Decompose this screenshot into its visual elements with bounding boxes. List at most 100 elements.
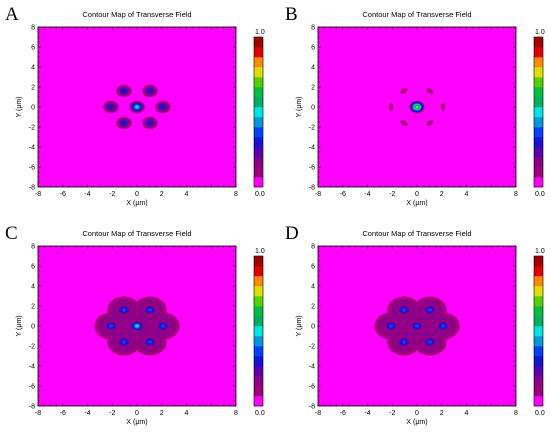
contour-field [94,296,180,356]
colorbar-swatch [534,296,543,307]
colorbar-swatch [254,286,263,297]
y-tick-label: -2 [29,344,35,351]
y-axis-label: Y (μm) [16,315,23,336]
y-axis-label: Y (μm) [296,315,303,336]
y-tick-label: -4 [29,364,35,371]
x-axis-label: X (μm) [406,419,427,426]
outer-core-contour [147,120,153,126]
y-tick-label: 8 [31,244,35,251]
colorbar-swatch [254,306,263,317]
colorbar-frame [253,255,264,407]
mode-lobe [388,103,394,111]
colorbar-swatch [534,117,543,128]
mode-lobe [426,88,434,94]
y-tick-label: 8 [31,25,35,32]
colorbar-swatch [534,137,543,148]
colorbar-swatch [534,336,543,347]
colorbar-swatch [254,77,263,88]
colorbar-swatch [534,376,543,387]
colorbar-swatch [534,67,543,78]
panel-letter: C [5,223,18,244]
colorbar-swatch [534,37,543,48]
y-tick-label: 8 [311,244,315,251]
x-axis-label: X (μm) [126,200,147,207]
x-tick-label: -4 [84,191,90,198]
colorbar-swatch [254,57,263,68]
colorbar-swatch [254,336,263,347]
y-tick-label: -8 [309,185,315,192]
central-core-contour [135,105,139,109]
x-axis-label: X (μm) [406,200,427,207]
outer-core-contour [108,324,114,328]
colorbar: 1.0 0.0 [253,248,265,417]
colorbar-min-label: 0.0 [535,191,545,198]
y-tick-label: 4 [311,284,315,291]
x-tick-label: 4 [465,410,469,417]
colorbar: 1.0 0.0 [253,29,265,198]
panel-a: A Contour Map of Transverse Field -8 -6 -4 -2… [5,4,265,207]
y-tick-label: 0 [311,324,315,331]
colorbar-swatch [254,147,263,158]
colorbar-swatch [254,127,263,138]
x-tick-label: -8 [35,191,41,198]
colorbar-swatch [534,107,543,118]
colorbar: 1.0 0.0 [533,248,545,417]
colorbar-swatch [254,37,263,48]
contour-field [374,296,460,356]
panel-letter: A [5,4,19,25]
x-tick-label: 8 [514,410,518,417]
colorbar-swatch [254,326,263,337]
colorbar-swatch [534,356,543,367]
y-tick-label: 2 [31,304,35,311]
x-tick-label: 8 [234,410,238,417]
colorbar-swatch [534,266,543,277]
y-tick-label: 0 [31,324,35,331]
outer-core-contour [121,308,127,312]
y-axis-label: Y (μm) [296,96,303,117]
colorbar-swatch [534,47,543,58]
panel-letter: B [285,4,298,25]
x-tick-label: -6 [340,191,346,198]
colorbar: 1.0 0.0 [533,29,545,198]
plot-title: Contour Map of Transverse Field [82,229,191,238]
y-tick-label: 6 [31,45,35,52]
y-tick-label: -2 [29,125,35,132]
y-axis-label: Y (μm) [16,96,23,117]
central-core-contour [135,324,139,328]
colorbar-min-label: 0.0 [255,191,265,198]
colorbar-swatch [254,47,263,58]
x-tick-label: 2 [440,191,444,198]
colorbar-swatch [534,396,543,407]
x-tick-label: 4 [465,191,469,198]
y-tick-label: 0 [31,105,35,112]
colorbar-swatch [534,386,543,397]
colorbar-min-label: 0.0 [535,410,545,417]
colorbar-swatch [254,167,263,178]
outer-core-contour [440,324,446,328]
panel-b: B Contour Map of Transverse Field -8 -6 -4 -2… [285,4,545,207]
colorbar-swatch [534,256,543,267]
colorbar-swatch [254,356,263,367]
y-tick-label: -6 [29,384,35,391]
y-tick-label: 4 [31,65,35,72]
colorbar-swatch [254,256,263,267]
contour-field [103,84,171,130]
colorbar-swatch [534,177,543,188]
outer-core-contour [401,308,407,312]
x-tick-label: -2 [109,191,115,198]
outer-core-contour [388,324,394,328]
colorbar-frame [533,36,544,188]
x-axis-label: X (μm) [126,419,147,426]
contour-field [388,88,446,126]
colorbar-min-label: 0.0 [255,410,265,417]
x-tick-label: 4 [185,410,189,417]
central-core-contour [415,106,419,108]
x-tick-label: 2 [160,410,164,417]
colorbar-swatch [534,57,543,68]
colorbar-swatch [254,346,263,357]
outer-core-contour [147,340,153,344]
plot-title: Contour Map of Transverse Field [362,229,471,238]
colorbar-swatch [254,366,263,377]
y-tick-label: 0 [311,105,315,112]
